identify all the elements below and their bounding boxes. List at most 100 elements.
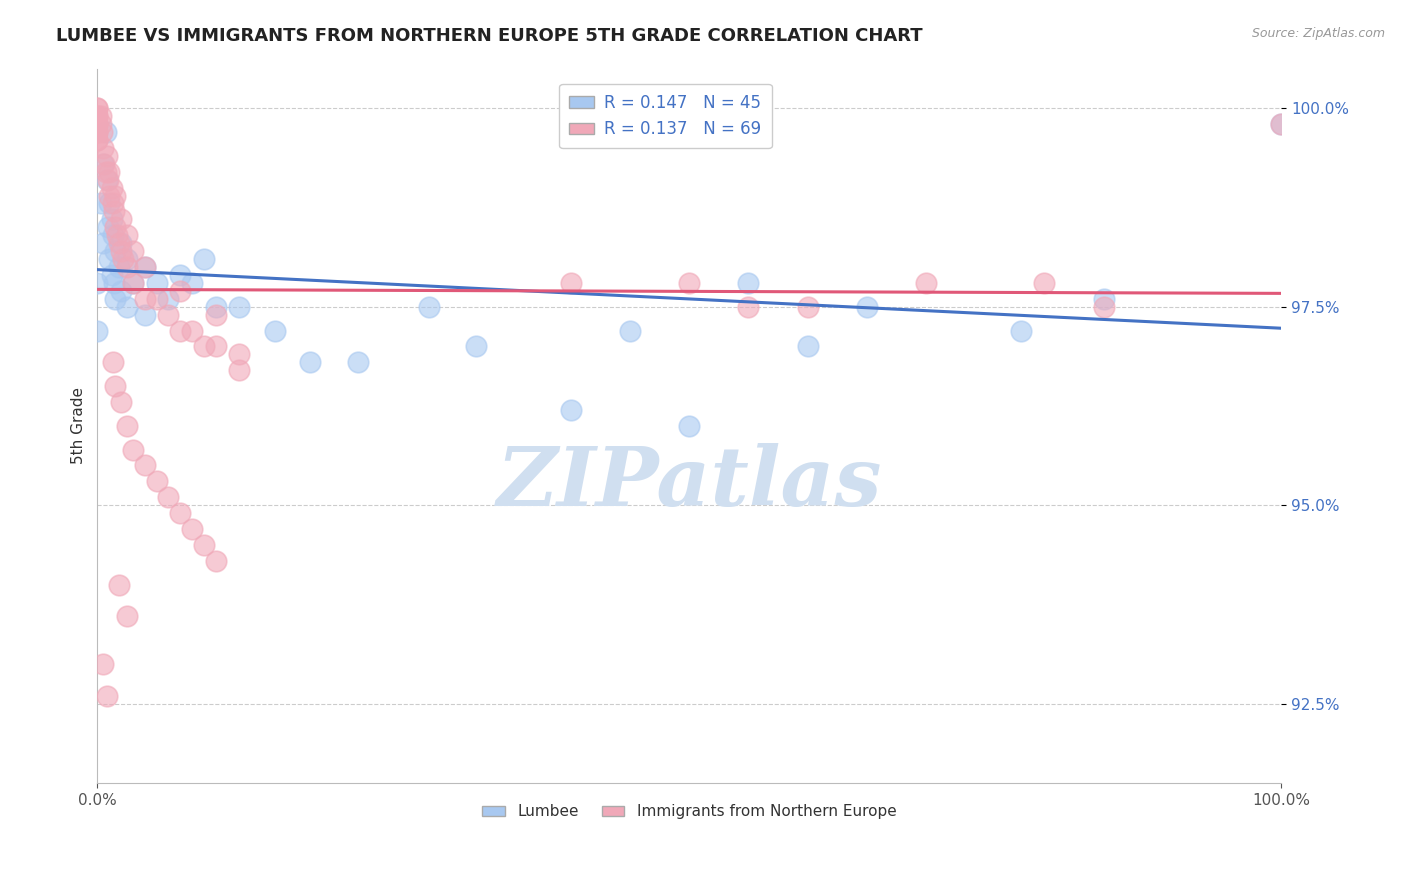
Point xyxy=(737,300,759,314)
Point xyxy=(98,252,121,266)
Point xyxy=(104,379,127,393)
Point xyxy=(101,196,124,211)
Text: LUMBEE VS IMMIGRANTS FROM NORTHERN EUROPE 5TH GRADE CORRELATION CHART: LUMBEE VS IMMIGRANTS FROM NORTHERN EUROP… xyxy=(56,27,922,45)
Point xyxy=(157,490,180,504)
Point xyxy=(678,276,700,290)
Point xyxy=(560,276,582,290)
Point xyxy=(104,292,127,306)
Point xyxy=(418,300,440,314)
Point xyxy=(94,165,117,179)
Point xyxy=(96,172,118,186)
Point xyxy=(86,133,108,147)
Point xyxy=(96,689,118,703)
Point xyxy=(855,300,877,314)
Point xyxy=(110,212,132,227)
Point xyxy=(181,276,204,290)
Text: Source: ZipAtlas.com: Source: ZipAtlas.com xyxy=(1251,27,1385,40)
Point xyxy=(465,339,488,353)
Point xyxy=(181,324,204,338)
Point xyxy=(104,220,127,235)
Point xyxy=(228,300,250,314)
Point xyxy=(157,292,180,306)
Point xyxy=(96,149,118,163)
Point xyxy=(110,244,132,259)
Point xyxy=(103,276,125,290)
Point xyxy=(115,260,138,274)
Point xyxy=(107,577,129,591)
Point xyxy=(86,276,108,290)
Point xyxy=(97,172,120,186)
Point xyxy=(97,220,120,235)
Point xyxy=(107,228,129,243)
Point xyxy=(115,228,138,243)
Text: ZIPatlas: ZIPatlas xyxy=(496,443,882,523)
Point xyxy=(134,458,156,473)
Point xyxy=(181,522,204,536)
Point xyxy=(98,196,121,211)
Point xyxy=(91,236,114,251)
Point xyxy=(134,260,156,274)
Point xyxy=(86,101,108,115)
Point xyxy=(169,268,191,282)
Point xyxy=(264,324,287,338)
Point xyxy=(86,101,108,115)
Point xyxy=(91,141,114,155)
Point xyxy=(104,188,127,202)
Point xyxy=(86,125,108,139)
Y-axis label: 5th Grade: 5th Grade xyxy=(72,387,86,464)
Point xyxy=(796,300,818,314)
Point xyxy=(1092,292,1115,306)
Point xyxy=(90,196,112,211)
Point xyxy=(115,300,138,314)
Point xyxy=(134,260,156,274)
Point xyxy=(145,475,167,489)
Point xyxy=(134,308,156,322)
Point xyxy=(145,292,167,306)
Point xyxy=(678,418,700,433)
Point xyxy=(121,276,143,290)
Point xyxy=(86,109,108,123)
Point xyxy=(619,324,641,338)
Point xyxy=(157,308,180,322)
Point xyxy=(204,554,226,568)
Point xyxy=(1033,276,1056,290)
Point xyxy=(86,324,108,338)
Point xyxy=(169,284,191,298)
Point xyxy=(204,308,226,322)
Point xyxy=(193,538,215,552)
Point xyxy=(121,276,143,290)
Point xyxy=(737,276,759,290)
Point xyxy=(110,284,132,298)
Point xyxy=(98,188,121,202)
Point xyxy=(86,125,108,139)
Point xyxy=(169,324,191,338)
Point xyxy=(110,236,132,251)
Legend: Lumbee, Immigrants from Northern Europe: Lumbee, Immigrants from Northern Europe xyxy=(475,798,903,825)
Point xyxy=(86,117,108,131)
Point xyxy=(134,292,156,306)
Point xyxy=(145,276,167,290)
Point xyxy=(103,204,125,219)
Point xyxy=(94,125,117,139)
Point xyxy=(121,244,143,259)
Point xyxy=(115,252,138,266)
Point xyxy=(1092,300,1115,314)
Point xyxy=(204,300,226,314)
Point xyxy=(115,609,138,624)
Point xyxy=(193,339,215,353)
Point xyxy=(90,109,112,123)
Point xyxy=(228,347,250,361)
Point xyxy=(796,339,818,353)
Point xyxy=(228,363,250,377)
Point xyxy=(91,657,114,671)
Point xyxy=(915,276,938,290)
Point xyxy=(101,228,124,243)
Point xyxy=(86,117,108,131)
Point xyxy=(100,180,122,194)
Point xyxy=(86,109,108,123)
Point xyxy=(93,157,115,171)
Point xyxy=(107,260,129,274)
Point xyxy=(98,165,121,179)
Point xyxy=(169,506,191,520)
Point xyxy=(560,403,582,417)
